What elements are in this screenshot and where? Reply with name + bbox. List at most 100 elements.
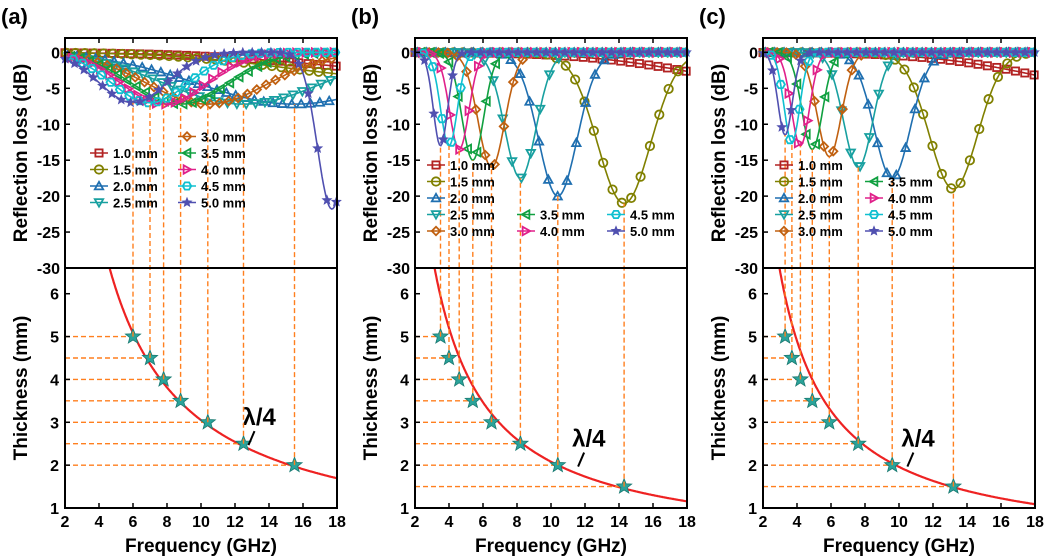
rl-marker [249, 99, 262, 110]
legend-label: 3.0 mm [798, 224, 843, 239]
rl-tick-label: -10 [735, 117, 758, 134]
frequency-tick-label: 18 [1026, 514, 1044, 531]
rl-marker [925, 46, 937, 58]
rl-marker [312, 142, 324, 154]
rl-marker [173, 71, 186, 82]
rl-marker [316, 55, 328, 67]
rl-marker [827, 145, 839, 157]
legend-marker [430, 210, 442, 221]
rl-marker [117, 48, 128, 60]
rl-marker [514, 67, 526, 78]
rl-marker [305, 83, 318, 94]
frequency-tick-label: 8 [163, 514, 172, 531]
legend-item: 3.0 mm [178, 130, 246, 145]
rl-tick-label: -30 [735, 261, 758, 278]
rl-marker [899, 141, 912, 152]
panel-2: (c) λ/4 0 -5 -10 -15 -20 -25 -30 Reflection loss … [699, 4, 1044, 557]
rl-marker [242, 65, 253, 78]
panel-label: (b) [351, 4, 379, 29]
lambda-label: λ/4 [901, 426, 935, 453]
rl-line [415, 51, 687, 150]
rl-marker [662, 63, 672, 73]
rl-line [415, 51, 687, 147]
rl-marker [873, 89, 885, 101]
legend-label: 3.5 mm [201, 146, 246, 161]
rl-marker [87, 71, 99, 83]
thickness-tick-label: 6 [748, 287, 757, 304]
rl-marker [568, 46, 580, 58]
rl-marker [130, 80, 141, 93]
rl-marker [625, 57, 635, 67]
rl-marker [204, 98, 216, 110]
rl-marker [276, 62, 287, 73]
rl-marker [899, 64, 910, 75]
rl-tick-label: -10 [37, 117, 60, 134]
rl-marker [114, 85, 126, 95]
rl-marker [607, 184, 618, 195]
rl-marker [616, 197, 627, 208]
legend-item: 5.0 mm [178, 196, 246, 211]
plot-frame [414, 37, 688, 509]
rl-marker [217, 66, 228, 79]
rl-marker [1010, 46, 1022, 58]
thickness-tick-label: 5 [400, 330, 409, 347]
rl-marker [1019, 46, 1031, 58]
rl-marker [897, 46, 909, 58]
rl-marker [654, 109, 665, 120]
rl-marker [973, 59, 983, 69]
frequency-tick-label: 14 [610, 514, 628, 531]
legend-label: 4.5 mm [201, 179, 246, 194]
rl-tick-label: -20 [387, 189, 410, 206]
rl-marker [185, 96, 197, 108]
rl-marker [261, 56, 272, 69]
frequency-tick-label: 18 [678, 514, 696, 531]
rl-tick-label: -25 [387, 225, 410, 242]
panel-1: (b) λ/4 0 -5 -10 -15 -20 -25 -30 Reflection loss … [351, 4, 696, 557]
thickness-tick-label: 6 [50, 287, 59, 304]
legend-label: 2.5 mm [450, 208, 495, 223]
rl-series-50mm [409, 46, 692, 147]
thickness-tick-label: 2 [50, 458, 59, 475]
thickness-tick-label: 5 [748, 330, 757, 347]
legend-marker [778, 225, 790, 237]
rl-marker [105, 77, 116, 87]
thickness-tick-label: 3 [748, 415, 757, 432]
rl-marker [473, 60, 485, 72]
rl-marker [533, 135, 545, 146]
rl-marker [587, 46, 599, 58]
frequency-tick-label: 10 [192, 514, 210, 531]
legend: 1.0 mm 1.5 mm2.0 mm 2.5 mm3.0 mm 3.5 mm4.0 … [775, 158, 933, 239]
rl-marker [232, 92, 244, 104]
thickness-tick-label: 1 [748, 501, 757, 518]
rl-marker [137, 70, 150, 82]
rl-marker [559, 46, 571, 58]
legend-marker [180, 147, 192, 159]
rl-marker [208, 73, 219, 85]
rl-marker [927, 140, 938, 152]
legend-item: 3.0 mm [427, 224, 495, 239]
legend-item: 1.0 mm [775, 158, 843, 173]
legend-item: 2.0 mm [427, 191, 495, 206]
rl-marker [295, 97, 307, 109]
legend-label: 4.0 mm [201, 163, 246, 178]
legend-marker [521, 225, 533, 237]
rl-marker [935, 46, 947, 58]
rl-tick-label: -5 [46, 81, 60, 98]
rl-marker [180, 92, 191, 104]
rl-marker [853, 69, 865, 80]
legend-label: 5.0 mm [630, 224, 675, 239]
thickness-tick-label: 1 [50, 501, 59, 518]
rl-marker [245, 52, 256, 65]
rl-marker [311, 47, 322, 57]
rl-marker [907, 46, 919, 58]
legend-marker [181, 196, 193, 208]
rl-marker [781, 51, 792, 64]
rl-marker [313, 66, 324, 77]
frequency-tick-label: 10 [890, 514, 908, 531]
rl-marker [198, 66, 210, 76]
rl-marker [653, 61, 663, 71]
rl-marker [982, 46, 994, 58]
rl-marker [69, 57, 81, 69]
rl-marker [795, 54, 807, 66]
rl-marker [181, 60, 193, 72]
